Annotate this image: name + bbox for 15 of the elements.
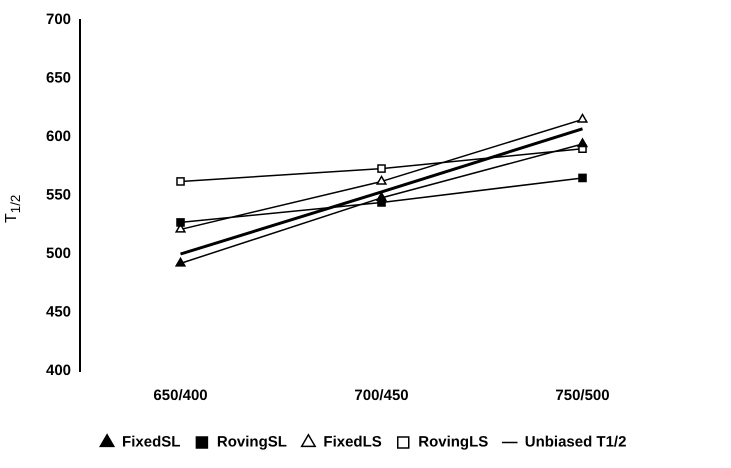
legend-label: RovingSL: [216, 434, 287, 451]
y-tick-label: 400: [46, 362, 72, 380]
legend-label: FixedLS: [323, 434, 382, 451]
y-tick-label: 700: [46, 11, 72, 28]
y-tick-label: 500: [46, 245, 72, 262]
legend-label: FixedSL: [122, 434, 180, 451]
y-tick-label: 450: [46, 304, 72, 321]
x-tick-label: 700/450: [354, 387, 409, 404]
y-tick-label: 650: [46, 70, 72, 87]
x-tick-label: 650/400: [153, 387, 208, 404]
legend-label: RovingLS: [418, 434, 488, 451]
legend-label: Unbiased T1/2: [524, 434, 626, 451]
y-tick-label: 550: [46, 186, 72, 204]
y-tick-label: 600: [46, 128, 72, 146]
x-tick-label: 750/500: [555, 387, 610, 404]
